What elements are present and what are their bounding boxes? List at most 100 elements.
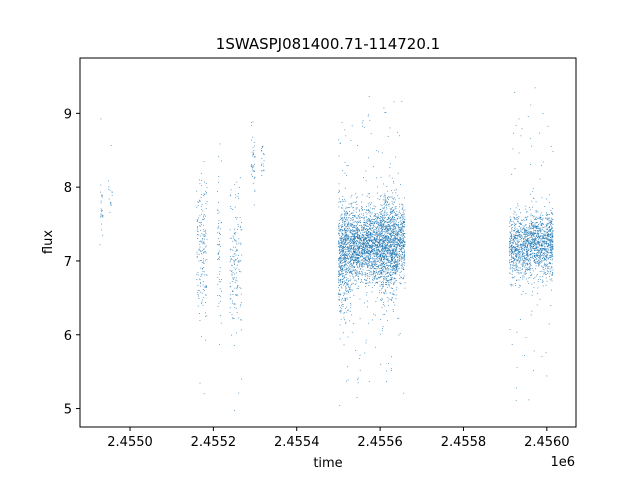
data-point	[338, 292, 339, 294]
data-point	[509, 243, 510, 245]
data-point	[523, 244, 525, 246]
data-point	[345, 222, 347, 224]
data-point	[516, 249, 518, 251]
data-point	[551, 263, 553, 265]
data-point	[397, 240, 399, 242]
data-point	[379, 270, 380, 272]
data-point	[200, 240, 201, 242]
data-point	[511, 233, 512, 235]
data-point	[384, 237, 386, 238]
data-point	[523, 219, 524, 221]
data-point	[527, 116, 529, 117]
data-point	[202, 241, 204, 243]
data-point	[384, 202, 386, 204]
data-point	[250, 122, 252, 123]
data-point	[548, 249, 550, 251]
data-point	[205, 231, 207, 233]
data-point	[261, 165, 263, 166]
data-point	[370, 225, 371, 227]
data-point	[220, 315, 222, 316]
data-point	[358, 248, 359, 249]
data-point	[356, 257, 358, 258]
data-point	[521, 128, 523, 130]
data-point	[377, 246, 378, 248]
data-point	[357, 254, 359, 256]
data-point	[382, 328, 383, 329]
data-point	[203, 393, 205, 395]
data-point	[366, 243, 368, 244]
data-point	[234, 307, 236, 308]
data-point	[516, 240, 518, 242]
data-point	[342, 225, 344, 227]
data-point	[343, 275, 345, 277]
data-point	[218, 252, 220, 254]
data-point	[511, 276, 513, 278]
data-point	[377, 265, 379, 267]
data-point	[203, 193, 205, 195]
data-point	[386, 228, 388, 229]
data-point	[344, 255, 346, 257]
data-point	[373, 260, 375, 262]
data-point	[200, 197, 202, 198]
data-point	[391, 244, 393, 246]
data-point	[393, 222, 395, 224]
data-point	[240, 288, 242, 290]
data-point	[348, 240, 350, 242]
data-point	[355, 240, 357, 242]
data-point	[380, 260, 382, 262]
data-point	[374, 239, 376, 241]
data-point	[551, 254, 552, 256]
data-point	[350, 140, 352, 142]
data-point	[514, 235, 516, 236]
data-point	[390, 292, 392, 294]
data-point	[234, 228, 235, 230]
data-point	[517, 234, 519, 236]
data-point	[374, 223, 376, 225]
data-point	[370, 213, 372, 215]
data-point	[360, 235, 362, 237]
data-point	[347, 270, 349, 272]
data-point	[551, 274, 553, 276]
data-point	[378, 224, 380, 226]
data-point	[352, 254, 353, 255]
data-point	[393, 256, 395, 258]
data-point	[353, 221, 355, 223]
data-point	[358, 259, 360, 261]
data-point	[387, 248, 389, 250]
data-point	[379, 246, 381, 248]
data-point	[359, 240, 361, 241]
data-point	[391, 210, 393, 212]
data-point	[343, 246, 345, 247]
data-point	[365, 180, 367, 182]
data-point	[398, 260, 400, 262]
data-point	[233, 318, 235, 319]
data-point	[349, 242, 350, 243]
data-point	[339, 279, 341, 281]
data-point	[395, 262, 396, 263]
data-point	[398, 221, 399, 223]
data-point	[363, 245, 365, 246]
data-point	[525, 239, 526, 241]
data-point	[350, 239, 351, 240]
data-point	[347, 243, 349, 245]
data-point	[341, 299, 343, 301]
data-point	[385, 280, 387, 282]
data-point	[344, 256, 346, 257]
data-point	[366, 234, 368, 236]
data-point	[339, 306, 341, 308]
data-point	[391, 234, 393, 236]
data-point	[386, 236, 388, 238]
data-point	[234, 273, 235, 275]
data-point	[100, 229, 102, 231]
data-point	[360, 255, 362, 257]
data-point	[346, 309, 348, 311]
data-point	[526, 269, 528, 271]
data-point	[394, 225, 396, 227]
data-point	[392, 292, 394, 294]
data-point	[366, 247, 368, 248]
data-point	[200, 302, 202, 304]
data-point	[199, 243, 201, 245]
data-point	[234, 253, 236, 254]
data-point	[347, 221, 349, 223]
data-point	[102, 216, 104, 218]
